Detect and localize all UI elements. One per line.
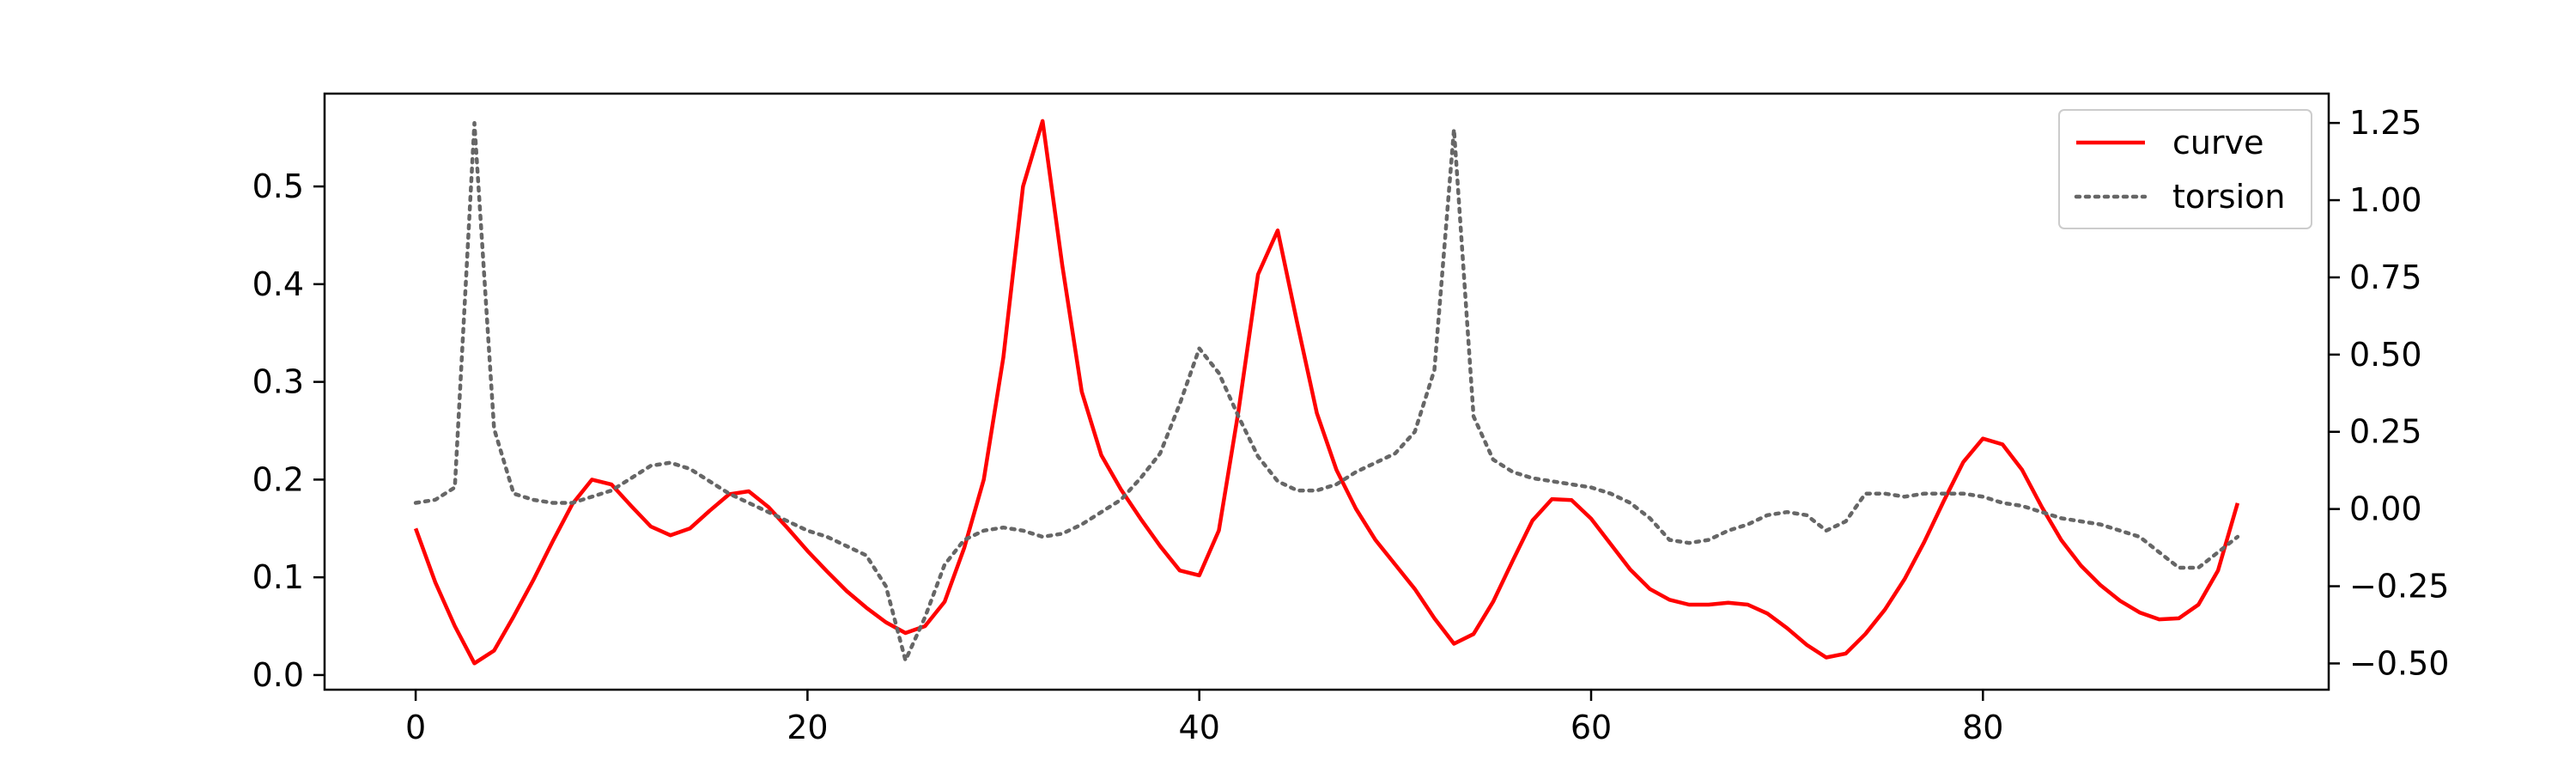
y-axis-left: 0.0 0.1 0.2 0.3 0.4 0.5	[252, 167, 325, 694]
x-tick-label: 80	[1962, 709, 2003, 746]
x-tick-label: 40	[1179, 709, 1220, 746]
plot-frame	[323, 92, 2330, 691]
y-left-tick-label: 0.4	[252, 265, 304, 303]
y-right-tick-label: 0.75	[2349, 259, 2422, 296]
y-right-tick-label: 1.00	[2349, 181, 2422, 219]
y-left-tick-label: 0.2	[252, 460, 304, 498]
y-left-tick-label: 0.0	[252, 656, 304, 694]
x-tick-label: 20	[787, 709, 828, 746]
y-right-tick-label: 0.50	[2349, 336, 2422, 374]
series-line-torsion	[413, 120, 2240, 663]
y-axis-right: −0.50 −0.25 0.00 0.25 0.50 0.75 1.00 1.25	[2329, 104, 2449, 682]
y-left-tick-label: 0.5	[252, 167, 304, 205]
legend-label-torsion: torsion	[2172, 178, 2285, 216]
y-right-tick-label: 1.25	[2349, 104, 2422, 142]
y-right-tick-label: −0.25	[2349, 568, 2449, 606]
legend-label-curve: curve	[2172, 124, 2263, 161]
y-left-tick-label: 0.3	[252, 363, 304, 401]
legend[interactable]: curve torsion	[2058, 109, 2312, 229]
series-layer	[413, 119, 2240, 666]
y-right-tick-label: 0.00	[2349, 490, 2422, 528]
y-right-tick-label: 0.25	[2349, 413, 2422, 451]
series-line-curve	[413, 119, 2240, 666]
y-left-tick-label: 0.1	[252, 558, 304, 596]
y-right-tick-label: −0.50	[2349, 644, 2449, 682]
x-tick-label: 60	[1571, 709, 1612, 746]
legend-box	[2058, 109, 2312, 229]
x-tick-label: 0	[405, 709, 426, 746]
x-axis: 0 20 40 60 80	[405, 690, 2003, 746]
